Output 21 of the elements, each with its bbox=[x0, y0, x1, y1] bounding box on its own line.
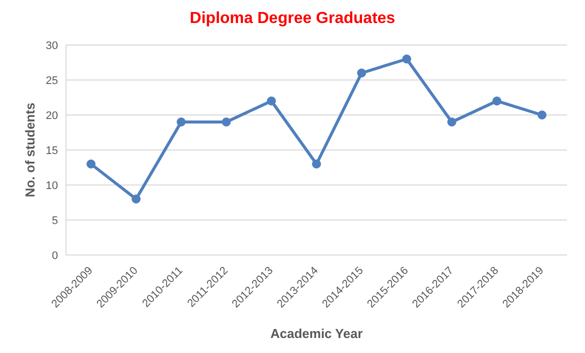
point bbox=[86, 160, 96, 168]
y-tick-label: 0 bbox=[52, 250, 58, 262]
y-tick-label: 5 bbox=[52, 214, 58, 227]
point bbox=[132, 194, 141, 204]
point bbox=[447, 118, 456, 126]
y-tick-label: 15 bbox=[46, 144, 58, 157]
x-axis-title: Academic Year bbox=[270, 326, 363, 341]
point bbox=[266, 96, 276, 106]
point bbox=[538, 110, 546, 120]
point bbox=[402, 54, 412, 64]
y-tick-label: 30 bbox=[46, 40, 58, 52]
chart-title: Diploma Degree Graduates bbox=[188, 10, 396, 28]
point bbox=[312, 160, 321, 168]
point bbox=[357, 68, 366, 78]
point bbox=[492, 96, 502, 106]
y-tick-label: 25 bbox=[46, 74, 58, 87]
y-tick-label: 10 bbox=[46, 180, 58, 192]
point bbox=[176, 118, 186, 126]
y-tick-label: 20 bbox=[46, 110, 58, 122]
point bbox=[222, 118, 231, 126]
y-axis-title: No. of students bbox=[22, 102, 38, 198]
